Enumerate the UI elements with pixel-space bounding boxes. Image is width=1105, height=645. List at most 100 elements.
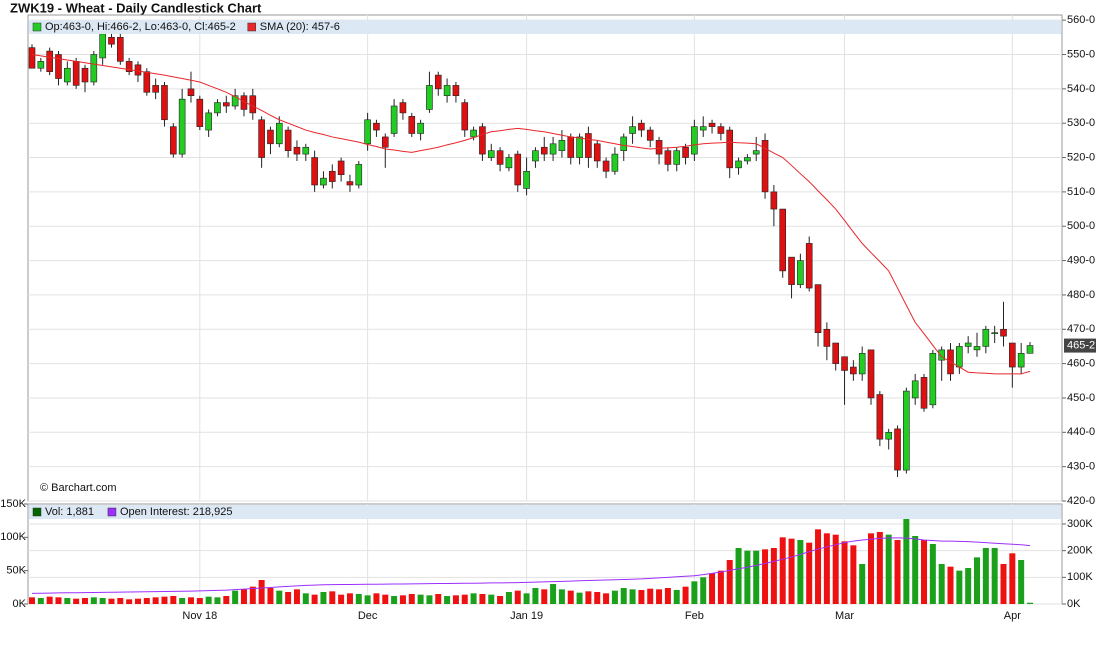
candle-body (1017, 353, 1025, 368)
volume-bar (170, 596, 177, 604)
volume-bar (81, 598, 88, 604)
candle-body (532, 150, 539, 162)
candle-body (487, 150, 495, 158)
volume-bar (29, 597, 35, 604)
candle-body (514, 153, 522, 186)
candle-body (717, 126, 725, 134)
volume-bar (293, 589, 300, 604)
candle-body (355, 164, 363, 186)
candle-body (1000, 328, 1007, 337)
candle-body (558, 140, 566, 151)
volume-bar (497, 596, 504, 604)
candle-body (231, 95, 239, 107)
volume-bar (664, 588, 671, 604)
candle-body (779, 208, 787, 272)
volume-bar (73, 598, 80, 604)
volume-bar (841, 541, 848, 604)
candle-body (187, 88, 195, 97)
candle-body (602, 160, 610, 172)
candle-body (964, 342, 972, 347)
candle-body (629, 126, 636, 134)
x-tick-label: Jan 19 (510, 610, 543, 622)
volume-bar (196, 598, 203, 604)
volume-bar (514, 590, 521, 604)
volume-bar (223, 596, 230, 604)
candle-body (620, 136, 628, 151)
volume-bar (373, 593, 380, 604)
candle-body (611, 153, 619, 172)
legend-sma: SMA (20): 457-6 (260, 21, 340, 33)
volume-bar (355, 594, 362, 604)
candle-body (72, 61, 80, 86)
legend-0-swatch (32, 507, 42, 517)
chart-title: ZWK19 - Wheat - Daily Candlestick Chart (10, 0, 262, 15)
candle-body (320, 177, 327, 186)
candle-body (293, 146, 301, 155)
volume-bar (408, 594, 415, 604)
volume-bar (762, 549, 769, 604)
volume-bar (770, 548, 777, 604)
y-tick-label: 530-0 (1067, 117, 1095, 129)
candle-body (761, 140, 769, 193)
candle-body (426, 85, 433, 110)
candle-body (479, 126, 486, 155)
volume-bar (620, 588, 627, 604)
price-panel (27, 14, 1063, 502)
candle-body (496, 150, 504, 165)
volume-bar (302, 593, 309, 604)
sma-line (31, 54, 1031, 375)
volume-bar (894, 540, 901, 604)
volume-bar (435, 594, 442, 604)
candle-body (470, 129, 477, 138)
candle-body (699, 126, 707, 131)
candle-body (540, 146, 548, 155)
legend-1: Open Interest: 218,925 (120, 506, 233, 518)
y2-tick-label: 0K (1067, 598, 1081, 610)
candle-body (911, 380, 919, 399)
candle-body (223, 102, 230, 107)
candle-body (735, 160, 742, 169)
candle-body (452, 85, 460, 97)
candle-body (461, 102, 469, 131)
candle-body (381, 136, 389, 148)
volume-bar (823, 533, 830, 604)
candle-body (991, 332, 998, 335)
volume-bar (338, 594, 345, 604)
candle-body (805, 243, 813, 289)
legend-1-swatch (107, 507, 117, 517)
candle-body (275, 122, 283, 145)
candle-body (956, 346, 963, 368)
y-tick-label: 50K (6, 565, 26, 577)
volume-bar (267, 588, 274, 604)
legend-sma-swatch (247, 22, 257, 32)
candle-body (90, 54, 98, 83)
candle-body (302, 146, 310, 155)
candle-body (311, 157, 318, 186)
volume-bar (797, 540, 804, 604)
volume-bar (479, 594, 486, 604)
volume-bar (541, 589, 548, 604)
y2-tick-label: 100K (1067, 571, 1093, 583)
candle-body (788, 256, 795, 285)
volume-bar (965, 568, 972, 604)
candle-body (823, 328, 831, 347)
legend-0: Vol: 1,881 (45, 506, 94, 518)
y-tick-label: 560-0 (1067, 14, 1095, 26)
candle-body (593, 143, 601, 162)
candle-body (178, 98, 186, 155)
candle-body (161, 85, 168, 121)
volume-bar (134, 598, 141, 604)
volume-bar (929, 544, 936, 604)
volume-bar (815, 529, 822, 604)
candle-body (328, 170, 336, 182)
candle-body (196, 98, 204, 127)
volume-legend-band (29, 505, 1061, 519)
y-tick-label: 150K (0, 498, 26, 510)
volume-bar (417, 594, 424, 604)
volume-bar (947, 566, 954, 604)
candle-body (364, 119, 371, 145)
candle-body (284, 129, 292, 151)
x-tick-label: Nov 18 (182, 610, 217, 622)
